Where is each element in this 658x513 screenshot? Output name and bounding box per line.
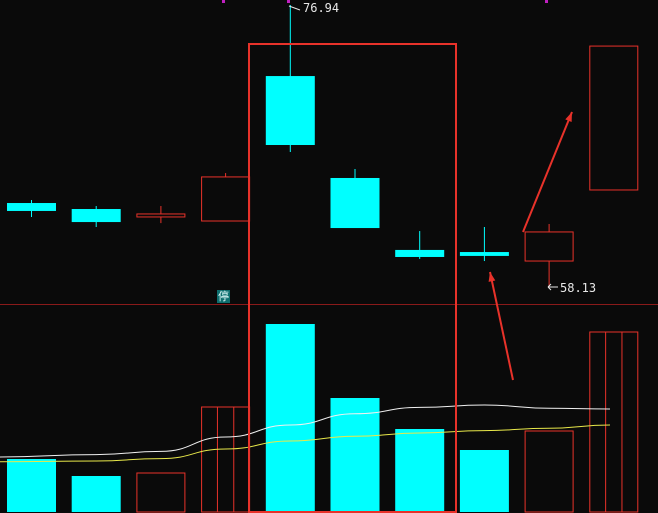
candle-body [395, 249, 445, 257]
volume-bar [589, 331, 639, 513]
candle-body [201, 176, 251, 222]
high-price-label: 76.94 [303, 1, 340, 15]
arrow-head [565, 112, 572, 122]
high-pointer [288, 5, 301, 11]
volume-ma-fast-line [0, 404, 611, 458]
highlight-box [248, 43, 457, 513]
volume-bar [459, 450, 509, 512]
volume-bar [7, 459, 56, 512]
candle-body [524, 231, 574, 262]
candle-body [265, 76, 315, 146]
low-pointer [547, 283, 558, 291]
volume-bar [395, 429, 445, 512]
candle-body [7, 203, 56, 211]
date-tick-mark [222, 0, 225, 3]
volume-bar [330, 398, 380, 512]
low-price-label: 58.13 [560, 281, 597, 295]
candle-body [330, 177, 380, 229]
annotation-arrow [489, 271, 514, 381]
volume-ma-slow-line [0, 424, 611, 463]
candle-body [71, 209, 121, 223]
volume-bar [265, 324, 315, 512]
volume-bar [201, 406, 251, 513]
volume-bar [71, 476, 121, 512]
candle-body [459, 252, 509, 256]
candle-body [589, 45, 639, 191]
candle-body [136, 213, 186, 218]
arrow-head [488, 272, 496, 282]
date-tick-mark [287, 0, 290, 3]
trading-halt-badge: 停 [217, 290, 230, 303]
volume-bar [524, 430, 574, 513]
annotation-arrow [522, 111, 573, 233]
date-tick-mark [545, 0, 548, 3]
volume-bar [136, 472, 186, 513]
